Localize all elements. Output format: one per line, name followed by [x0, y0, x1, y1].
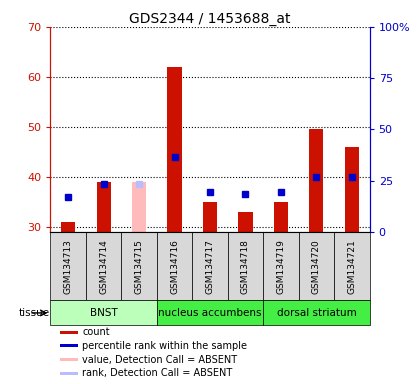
Bar — [345, 147, 359, 232]
Bar — [203, 202, 217, 232]
Text: GSM134717: GSM134717 — [205, 239, 215, 294]
Bar — [168, 67, 181, 232]
Bar — [50, 300, 157, 326]
Text: GSM134714: GSM134714 — [99, 239, 108, 294]
Title: GDS2344 / 1453688_at: GDS2344 / 1453688_at — [129, 12, 291, 26]
Bar — [60, 344, 78, 348]
Text: GSM134718: GSM134718 — [241, 239, 250, 294]
Bar — [60, 331, 78, 334]
Bar — [157, 232, 192, 300]
Text: value, Detection Call = ABSENT: value, Detection Call = ABSENT — [82, 355, 237, 365]
Bar — [239, 212, 252, 232]
Text: tissue: tissue — [18, 308, 50, 318]
Text: GSM134720: GSM134720 — [312, 239, 321, 294]
Bar — [132, 182, 146, 232]
Bar — [309, 129, 323, 232]
Text: GSM134721: GSM134721 — [347, 239, 356, 294]
Bar — [60, 372, 78, 375]
Bar — [86, 232, 121, 300]
Bar — [334, 232, 370, 300]
Bar — [263, 300, 370, 326]
Text: nucleus accumbens: nucleus accumbens — [158, 308, 262, 318]
Text: rank, Detection Call = ABSENT: rank, Detection Call = ABSENT — [82, 368, 232, 378]
Bar — [274, 202, 288, 232]
Text: GSM134716: GSM134716 — [170, 239, 179, 294]
Text: GSM134713: GSM134713 — [64, 239, 73, 294]
Bar — [97, 182, 111, 232]
Bar — [228, 232, 263, 300]
Text: BNST: BNST — [90, 308, 118, 318]
Bar — [192, 232, 228, 300]
Bar — [263, 232, 299, 300]
Text: count: count — [82, 327, 110, 337]
Text: percentile rank within the sample: percentile rank within the sample — [82, 341, 247, 351]
Text: GSM134715: GSM134715 — [134, 239, 144, 294]
Bar — [60, 358, 78, 361]
Text: GSM134719: GSM134719 — [276, 239, 286, 294]
Text: dorsal striatum: dorsal striatum — [276, 308, 356, 318]
Bar — [299, 232, 334, 300]
Bar — [157, 300, 263, 326]
Bar — [121, 232, 157, 300]
Bar — [50, 232, 86, 300]
Bar — [61, 222, 75, 232]
